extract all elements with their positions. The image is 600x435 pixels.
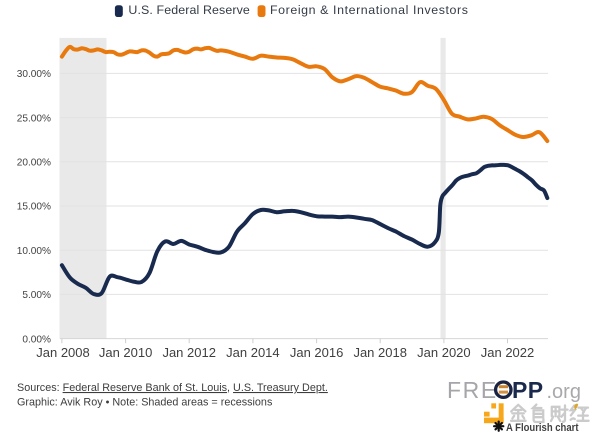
svg-text:Sources: Federal Reserve Bank: Sources: Federal Reserve Bank of St. Lou… <box>17 382 328 394</box>
svg-text:30.00%: 30.00% <box>17 69 51 80</box>
svg-text:Graphic: Avik Roy • Note: Shad: Graphic: Avik Roy • Note: Shaded areas =… <box>17 397 273 409</box>
svg-text:15.00%: 15.00% <box>17 202 51 213</box>
svg-text:.org: .org <box>547 381 581 403</box>
svg-text:0.00%: 0.00% <box>22 334 51 345</box>
svg-text:Jan 2008: Jan 2008 <box>36 345 90 360</box>
svg-text:Jan 2022: Jan 2022 <box>481 345 535 360</box>
svg-text:5.00%: 5.00% <box>22 290 51 301</box>
svg-text:Foreign & International Invest: Foreign & International Investors <box>270 3 469 17</box>
svg-text:A Flourish chart: A Flourish chart <box>506 422 579 434</box>
svg-text:U.S. Federal Reserve: U.S. Federal Reserve <box>128 3 250 17</box>
svg-text:Jan 2020: Jan 2020 <box>417 345 471 360</box>
svg-text:Jan 2018: Jan 2018 <box>353 345 407 360</box>
svg-text:Jan 2010: Jan 2010 <box>99 345 153 360</box>
svg-text:20.00%: 20.00% <box>17 158 51 169</box>
svg-text:25.00%: 25.00% <box>17 113 51 124</box>
svg-text:Jan 2016: Jan 2016 <box>290 345 344 360</box>
svg-text:10.00%: 10.00% <box>17 246 51 257</box>
svg-text:FRE: FRE <box>447 377 498 403</box>
svg-text:Jan 2014: Jan 2014 <box>226 345 280 360</box>
svg-text:Jan 2012: Jan 2012 <box>162 345 216 360</box>
svg-text:PP: PP <box>512 377 543 403</box>
